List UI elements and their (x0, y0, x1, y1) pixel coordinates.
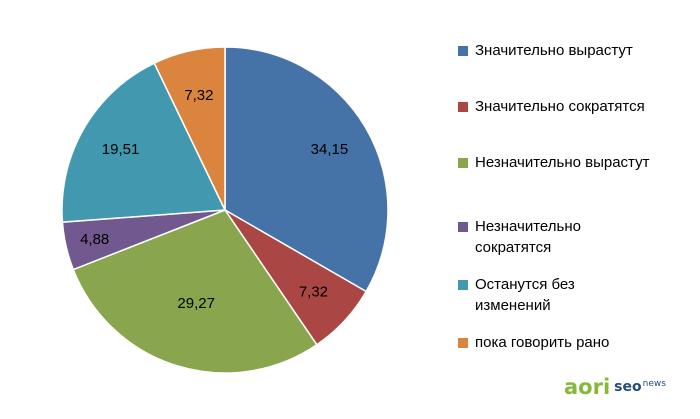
pie-label-no-change: 19,51 (102, 141, 140, 158)
legend-swatch-significantly-grow (458, 46, 468, 56)
pie-slice-labels: 34,15 7,32 29,27 4,88 19,51 7,32 (80, 87, 348, 312)
legend-label-too-early: пока говорить рано (475, 334, 610, 351)
legend-swatch-too-early (458, 338, 468, 348)
seonews-logo-seo: seo (614, 379, 642, 395)
pie-slice-significantly-grow (224, 46, 389, 293)
legend-item-significantly-grow: Значительно вырастут (458, 40, 680, 61)
legend-label-slightly-grow: Незначительно вырастут (475, 154, 650, 171)
legend-swatch-no-change (458, 280, 468, 290)
legend-item-too-early: пока говорить рано (458, 332, 680, 353)
aori-logo-text: aori (564, 375, 611, 399)
pie-label-slightly-shrink: 4,88 (80, 231, 109, 248)
legend-item-no-change: Останутся без изменений (458, 274, 595, 316)
legend-label-no-change: Останутся без изменений (475, 276, 575, 314)
pie-slices (61, 46, 389, 374)
legend-item-slightly-shrink: Незначительно сократятся (458, 216, 625, 258)
pie-label-significantly-shrink: 7,32 (299, 284, 328, 301)
legend-item-slightly-grow: Незначительно вырастут (458, 152, 680, 173)
legend-label-slightly-shrink: Незначительно сократятся (475, 218, 581, 256)
legend-item-significantly-shrink: Значительно сократятся (458, 96, 680, 117)
seonews-logo-news: news (642, 379, 666, 389)
legend-label-significantly-grow: Значительно вырастут (475, 42, 633, 59)
pie-slice-too-early (153, 46, 226, 211)
pie-label-too-early: 7,32 (184, 87, 213, 104)
pie-label-slightly-grow: 29,27 (177, 295, 215, 312)
legend-swatch-slightly-grow (458, 158, 468, 168)
legend-label-significantly-shrink: Значительно сократятся (475, 98, 645, 115)
pie-slice-slightly-grow (72, 209, 318, 374)
legend-swatch-significantly-shrink (458, 102, 468, 112)
pie-label-significantly-grow: 34,15 (311, 141, 349, 158)
legend-swatch-slightly-shrink (458, 222, 468, 232)
pie-slice-no-change (61, 62, 227, 223)
aori-seonews-logo: aori seo news (564, 372, 694, 402)
